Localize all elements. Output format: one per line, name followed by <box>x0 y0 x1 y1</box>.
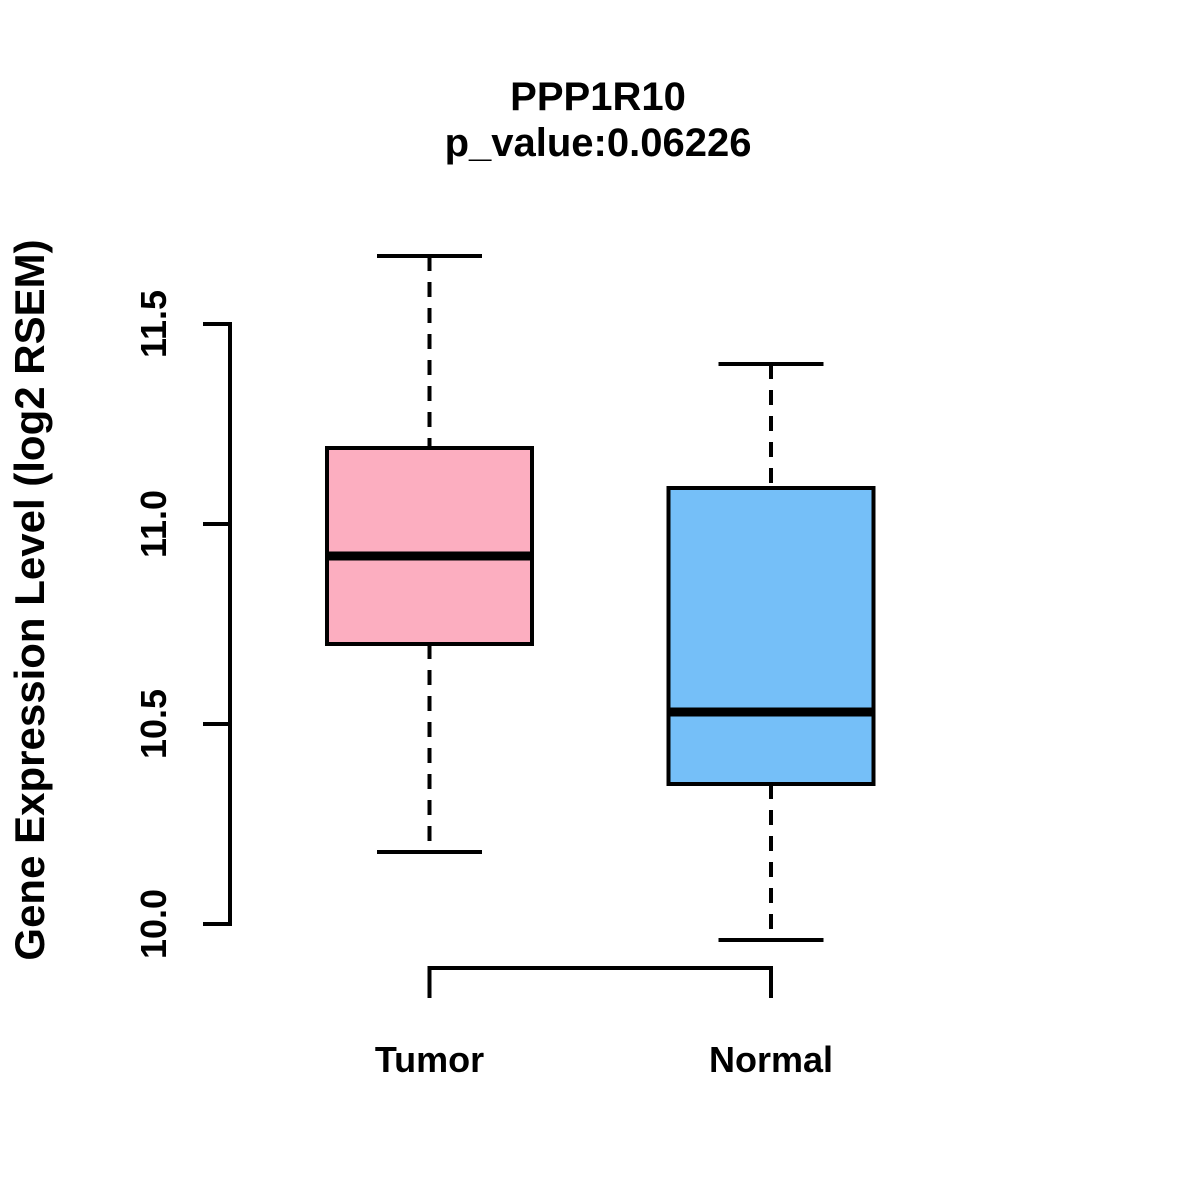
normal-box <box>666 486 876 786</box>
plot-area: 10.0 10.5 11.0 11.5 Tumor Normal <box>133 254 876 1080</box>
tumor-box <box>325 446 534 646</box>
y-tick-label: 11.0 <box>133 490 174 558</box>
chart-title: PPP1R10 <box>510 75 686 119</box>
y-tick-label: 10.5 <box>133 689 174 759</box>
y-tick-label: 10.0 <box>133 889 174 959</box>
y-axis-title: Gene Expression Level (log2 RSEM) <box>6 239 53 960</box>
normal-axis-label: Normal <box>709 1039 833 1080</box>
y-tick-label: 11.5 <box>133 290 174 358</box>
tumor-axis-label: Tumor <box>375 1039 484 1080</box>
chart-subtitle: p_value:0.06226 <box>445 121 752 165</box>
x-axis-bracket <box>427 966 773 998</box>
